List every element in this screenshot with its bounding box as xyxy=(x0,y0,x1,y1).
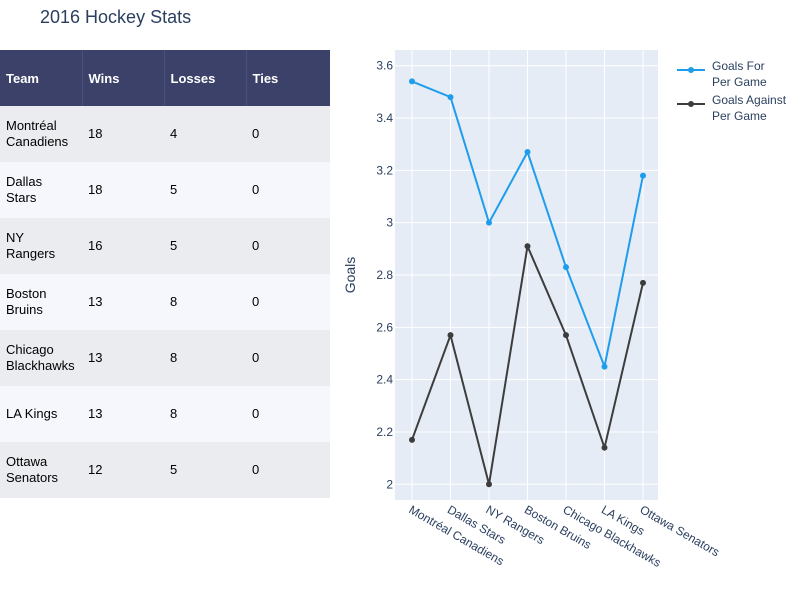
y-tick-label: 3 xyxy=(386,216,393,230)
data-point xyxy=(524,149,531,156)
table-row: Chicago Blackhawks 13 8 0 xyxy=(0,330,330,386)
data-point xyxy=(601,444,608,451)
cell-team: Montréal Canadiens xyxy=(0,106,82,162)
data-point xyxy=(563,332,569,339)
cell-team: Ottawa Senators xyxy=(0,442,82,498)
table-row: Montréal Canadiens 18 4 0 xyxy=(0,106,330,162)
y-tick-label: 3.2 xyxy=(376,163,393,177)
data-point xyxy=(409,78,415,85)
cell-wins: 13 xyxy=(82,274,164,330)
cell-wins: 16 xyxy=(82,218,164,274)
table-row: Boston Bruins 13 8 0 xyxy=(0,274,330,330)
cell-wins: 13 xyxy=(82,386,164,442)
legend-label: Goals For Per Game xyxy=(712,59,767,89)
table-row: Dallas Stars 18 5 0 xyxy=(0,162,330,218)
cell-losses: 8 xyxy=(164,274,246,330)
header-losses: Losses xyxy=(164,50,247,106)
table-header-row: Team Wins Losses Ties xyxy=(0,50,330,106)
data-point xyxy=(409,436,415,443)
data-point xyxy=(640,279,646,286)
cell-losses: 5 xyxy=(164,218,246,274)
chart-title: 2016 Hockey Stats xyxy=(40,7,192,27)
y-tick-label: 2 xyxy=(386,477,393,491)
cell-ties: 0 xyxy=(246,218,330,274)
data-point xyxy=(486,219,492,226)
legend-label: Goals Against Per Game xyxy=(712,93,787,123)
y-tick-label: 3.4 xyxy=(376,111,393,125)
cell-team: Dallas Stars xyxy=(0,162,82,218)
cell-wins: 18 xyxy=(82,162,164,218)
cell-wins: 18 xyxy=(82,106,164,162)
cell-ties: 0 xyxy=(246,442,330,498)
header-team: Team xyxy=(0,50,83,106)
cell-ties: 0 xyxy=(246,162,330,218)
y-tick-label: 2.6 xyxy=(376,320,393,334)
cell-ties: 0 xyxy=(246,106,330,162)
table-row: LA Kings 13 8 0 xyxy=(0,386,330,442)
data-point xyxy=(640,172,646,179)
cell-team: Boston Bruins xyxy=(0,274,82,330)
cell-team: NY Rangers xyxy=(0,218,82,274)
y-tick-label: 2.8 xyxy=(376,268,393,282)
data-point xyxy=(486,481,492,488)
cell-wins: 12 xyxy=(82,442,164,498)
cell-ties: 0 xyxy=(246,330,330,386)
table-row: Ottawa Senators 12 5 0 xyxy=(0,442,330,498)
legend-swatch-marker xyxy=(688,101,694,107)
cell-losses: 8 xyxy=(164,330,246,386)
y-tick-label: 2.2 xyxy=(376,425,393,439)
y-tick-label: 2.4 xyxy=(376,373,393,387)
cell-losses: 8 xyxy=(164,386,246,442)
table-row: NY Rangers 16 5 0 xyxy=(0,218,330,274)
data-point xyxy=(563,264,569,271)
legend-swatch-marker xyxy=(688,67,694,73)
cell-team: LA Kings xyxy=(0,386,82,442)
header-wins: Wins xyxy=(82,50,165,106)
data-point xyxy=(601,363,608,370)
cell-losses: 4 xyxy=(164,106,246,162)
y-axis-title: Goals xyxy=(342,257,358,294)
data-point xyxy=(447,332,454,339)
stats-table: Team Wins Losses Ties Montréal Canadiens… xyxy=(0,50,330,498)
cell-ties: 0 xyxy=(246,274,330,330)
cell-ties: 0 xyxy=(246,386,330,442)
cell-losses: 5 xyxy=(164,162,246,218)
header-ties: Ties xyxy=(246,50,330,106)
y-tick-label: 3.6 xyxy=(376,59,393,73)
cell-wins: 13 xyxy=(82,330,164,386)
data-point xyxy=(447,94,454,101)
data-point xyxy=(524,243,531,250)
cell-losses: 5 xyxy=(164,442,246,498)
cell-team: Chicago Blackhawks xyxy=(0,330,82,386)
